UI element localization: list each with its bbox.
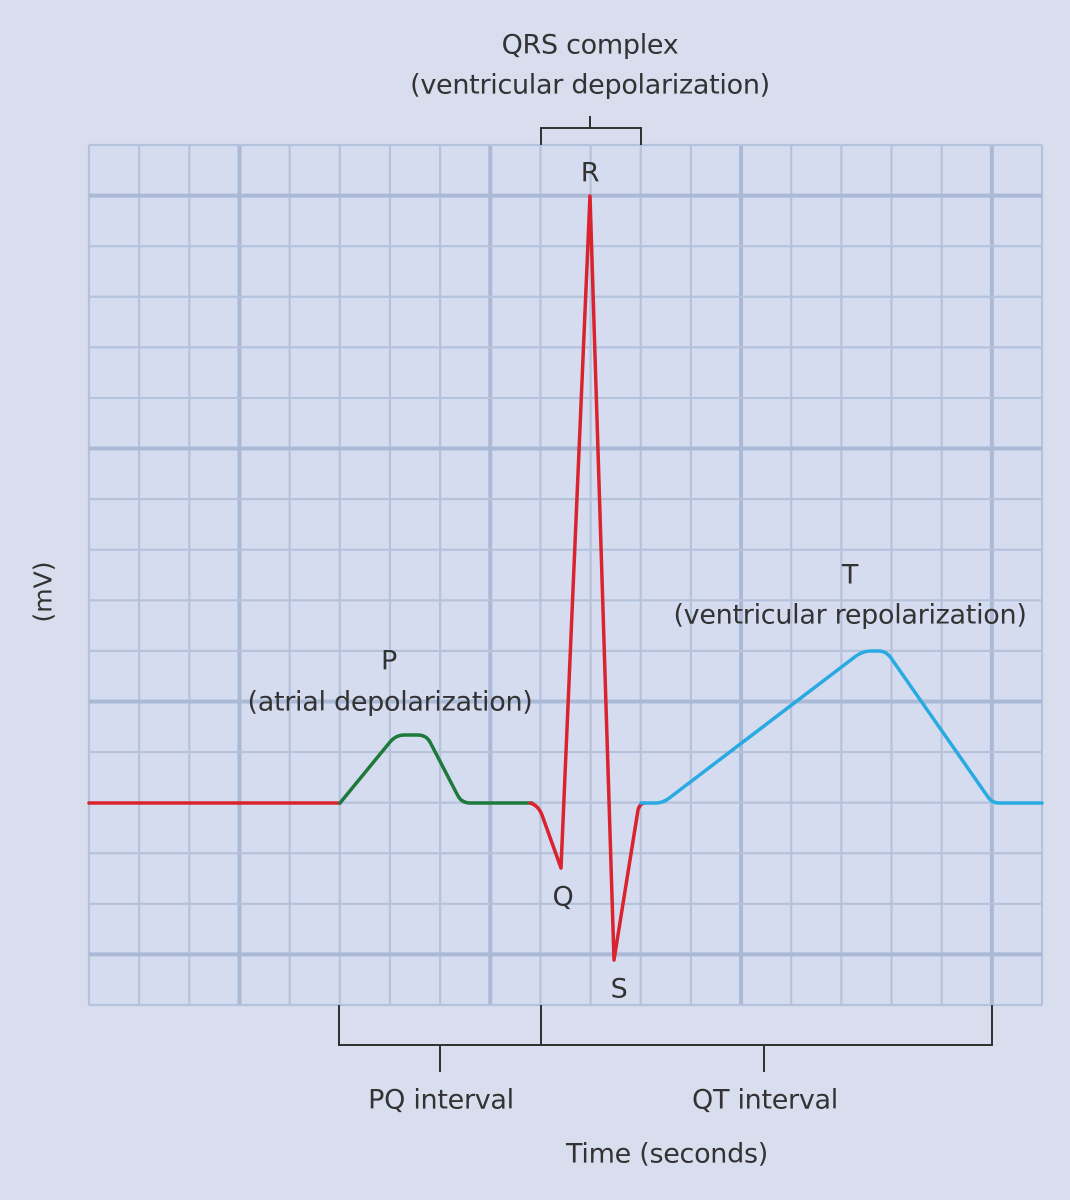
- p-wave-subtitle-label: (atrial depolarization): [247, 686, 533, 718]
- qrs-bracket: [540, 116, 642, 145]
- q-wave-label: Q: [552, 881, 574, 913]
- p-wave-title-label: P: [381, 645, 397, 677]
- grid-background: [89, 145, 1042, 1005]
- t-wave-title-label: T: [841, 559, 859, 591]
- qt-interval-label: QT interval: [692, 1084, 838, 1116]
- p-wave-trace: [338, 733, 534, 805]
- grid-lines: [87, 143, 1044, 1007]
- pq-interval-label: PQ interval: [368, 1084, 514, 1116]
- s-wave-label: S: [610, 973, 628, 1005]
- r-wave-label: R: [580, 157, 600, 189]
- x-axis-label: Time (seconds): [566, 1138, 768, 1170]
- t-wave-trace: [639, 649, 1044, 805]
- t-wave-subtitle-label: (ventricular repolarization): [673, 599, 1027, 631]
- interval-brackets: [338, 1005, 993, 1072]
- qrs-subtitle-label: (ventricular depolarization): [410, 69, 770, 101]
- y-axis-label: (mV): [28, 561, 58, 623]
- qrs-title-label: QRS complex: [501, 29, 679, 61]
